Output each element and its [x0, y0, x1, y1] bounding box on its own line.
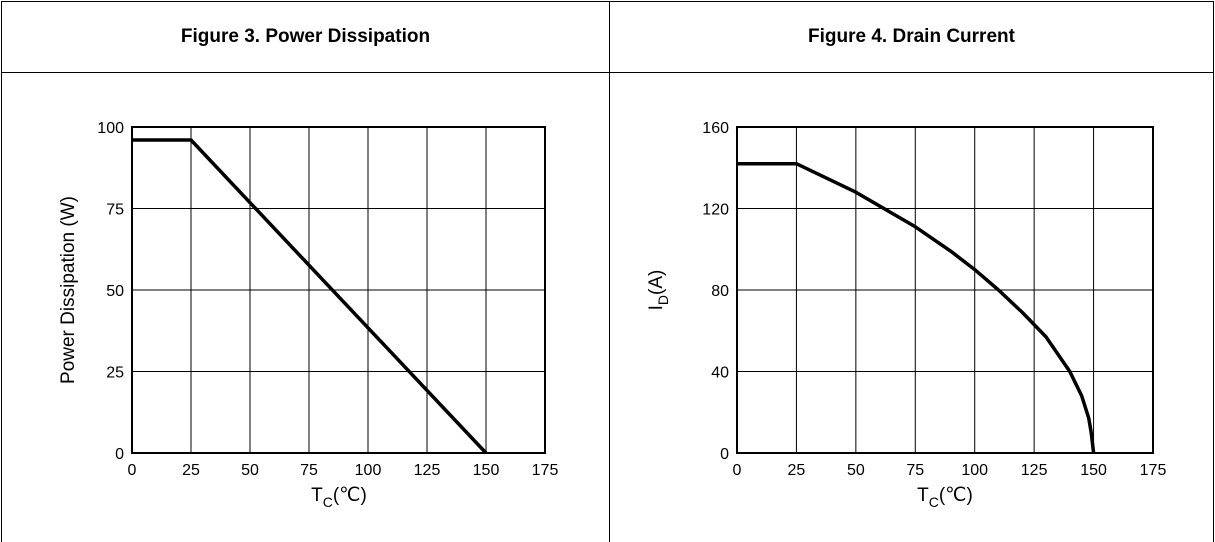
- y-tick-label: 160: [702, 120, 729, 137]
- x-tick-label: 150: [1080, 462, 1107, 479]
- figure-3-title: Figure 3. Power Dissipation: [2, 2, 609, 73]
- y-tick-label: 0: [720, 446, 729, 463]
- x-tick-label: 75: [300, 462, 318, 479]
- figure-4-cell: Figure 4. Drain Current 0 25 50 75 100 125 150…: [610, 2, 1214, 542]
- x-tick-label: 50: [241, 462, 259, 479]
- x-tick-label: 75: [906, 462, 924, 479]
- x-tick-label: 125: [414, 462, 441, 479]
- figure-4-title: Figure 4. Drain Current: [610, 2, 1213, 73]
- y-tick-label: 75: [106, 202, 124, 219]
- plot-frame: [131, 126, 546, 454]
- y-tick-label: 25: [106, 365, 124, 382]
- y-tick-label: 40: [711, 365, 729, 382]
- figure-3-cell: Figure 3. Power Dissipation 0 25 50 75 100 12…: [2, 2, 610, 542]
- x-tick-label: 150: [473, 462, 500, 479]
- y-tick-label: 120: [702, 202, 729, 219]
- y-axis-label: ID(A): [646, 270, 671, 311]
- plot-frame: [736, 126, 1154, 454]
- x-tick-label: 100: [355, 462, 382, 479]
- x-tick-label: 0: [733, 462, 742, 479]
- x-tick-label: 0: [128, 462, 137, 479]
- y-tick-label: 80: [711, 283, 729, 300]
- x-tick-label: 100: [961, 462, 988, 479]
- y-tick-label: 100: [97, 120, 124, 137]
- series-line: [132, 138, 488, 455]
- y-tick-label: 50: [106, 283, 124, 300]
- x-tick-label: 125: [1021, 462, 1048, 479]
- series-line: [737, 161, 1096, 454]
- drain-current-chart: 0 25 50 75 100 125 150 175 0 40 80 120 160 TC(℃) ID(A): [646, 120, 1167, 510]
- y-axis-label: Power Dissipation (W): [58, 196, 79, 384]
- x-tick-label: 50: [847, 462, 865, 479]
- x-tick-label: 25: [788, 462, 806, 479]
- x-tick-label: 25: [182, 462, 200, 479]
- power-dissipation-chart: 0 25 50 75 100 125 150 175 0 25 50 75 100 TC(℃) Power …: [58, 120, 559, 510]
- x-axis-label: TC(℃): [917, 485, 973, 510]
- x-tick-label: 175: [532, 462, 559, 479]
- y-tick-label: 0: [115, 446, 124, 463]
- x-tick-label: 175: [1140, 462, 1167, 479]
- x-axis-label: TC(℃): [311, 485, 367, 510]
